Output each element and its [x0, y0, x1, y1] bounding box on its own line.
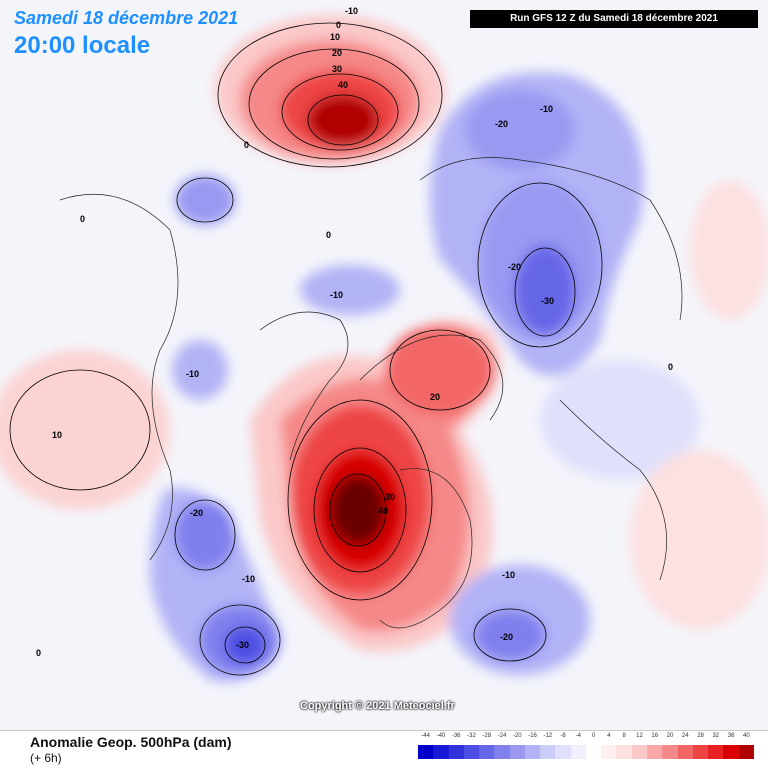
legend-tick: -32	[467, 733, 476, 739]
contour-label: 0	[668, 362, 673, 372]
contour-label: -20	[508, 262, 521, 272]
contour-label: -20	[500, 632, 513, 642]
contour-label: -20	[495, 119, 508, 129]
legend-swatch	[555, 745, 571, 759]
legend-swatch	[418, 745, 434, 759]
contour-label: 40	[338, 80, 348, 90]
contour-label: 30	[385, 492, 395, 502]
forecast-date: Samedi 18 décembre 2021	[14, 8, 239, 28]
legend-tick: -4	[575, 733, 582, 739]
legend-tick: 36	[727, 733, 735, 739]
legend-swatch	[631, 745, 647, 759]
legend-swatch	[723, 745, 739, 759]
footer: Anomalie Geop. 500hPa (dam) (+ 6h) -44 -4…	[0, 730, 768, 769]
legend-swatch	[708, 745, 724, 759]
copyright: Copyright © 2021 Meteociel.fr	[300, 700, 455, 712]
legend-tick: 32	[712, 733, 720, 739]
contour-label: -10	[502, 570, 515, 580]
legend-swatch	[433, 745, 449, 759]
legend-tick: 40	[743, 733, 750, 739]
legend-tick: 12	[636, 733, 643, 739]
legend-swatch	[448, 745, 464, 759]
contour-label: 40	[378, 506, 388, 516]
legend-swatch	[738, 745, 754, 759]
legend-tick: -24	[497, 733, 507, 739]
legend-swatch	[509, 745, 525, 759]
legend-swatch	[585, 745, 602, 759]
legend-tick: 8	[622, 733, 626, 739]
contour-label: 0	[80, 214, 85, 224]
legend-tick: 28	[697, 733, 704, 739]
contour-label: -10	[330, 290, 343, 300]
contour-label: 20	[332, 48, 342, 58]
legend-tick: -20	[512, 733, 522, 739]
legend-tick: -8	[560, 733, 566, 739]
contour-label: 20	[430, 392, 440, 402]
contour-label: 0	[244, 140, 249, 150]
contour-label: -10	[345, 6, 358, 16]
legend-tick: -40	[436, 733, 446, 739]
legend-tick: 0	[591, 733, 596, 739]
contour-label: -10	[540, 104, 553, 114]
forecast-step: (+ 6h)	[30, 751, 62, 765]
contour-label: -30	[541, 296, 554, 306]
legend-swatch	[494, 745, 510, 759]
legend-swatch	[601, 745, 617, 759]
contour-label: 0	[336, 20, 341, 30]
legend-tick: -44	[421, 733, 430, 739]
legend-swatch	[662, 745, 678, 759]
map-title: Anomalie Geop. 500hPa (dam)	[30, 734, 232, 750]
legend-swatch	[616, 745, 632, 759]
legend-tick: 16	[651, 733, 659, 739]
contour-label: 10	[330, 32, 340, 42]
contour-label: -20	[190, 508, 203, 518]
contour-label: 30	[332, 64, 342, 74]
contour-label: -10	[186, 369, 199, 379]
legend-swatch	[540, 745, 556, 759]
contour-label: 0	[36, 648, 41, 658]
legend-swatch	[677, 745, 693, 759]
legend-tick: 4	[607, 733, 611, 739]
contour-label: 10	[52, 430, 62, 440]
legend-tick: -36	[451, 733, 461, 739]
legend-swatch	[646, 745, 663, 759]
anomaly-map: -10 0 10 20 30 40 -20 -30 20 30 40 -10 -…	[0, 0, 768, 730]
legend-swatch	[463, 745, 480, 759]
run-info: Run GFS 12 Z du Samedi 18 décembre 2021	[470, 10, 758, 28]
legend-tick: -12	[543, 733, 553, 739]
legend-tick: 24	[681, 733, 689, 739]
legend-swatch	[570, 745, 586, 759]
contour-label: -10	[242, 574, 255, 584]
legend-tick: -16	[528, 733, 537, 739]
ridge-canada	[0, 350, 170, 510]
legend-tick: 20	[666, 733, 674, 739]
legend-swatch	[524, 745, 541, 759]
legend-swatch	[479, 745, 495, 759]
contour-label: -30	[236, 640, 249, 650]
contour-label: 0	[326, 230, 331, 240]
legend-tick: -28	[482, 733, 492, 739]
legend-swatch	[692, 745, 709, 759]
forecast-time: 20:00 locale	[14, 32, 151, 59]
color-legend: -44 -40 -36 -32 -28 -24 -20 -16 -12 -8 -4 0 4 8 12 16 20…	[418, 733, 754, 763]
